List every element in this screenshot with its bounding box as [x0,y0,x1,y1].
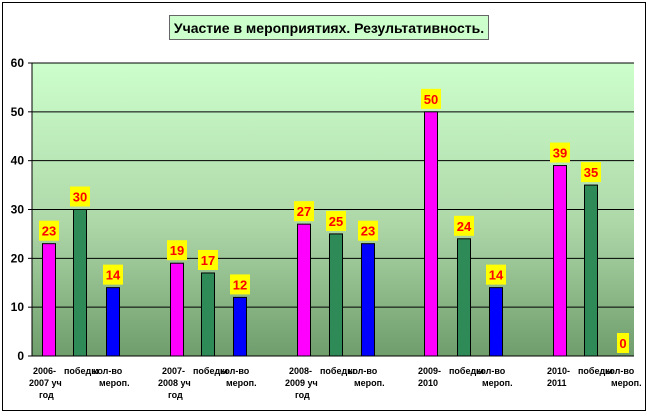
data-label: 25 [329,214,343,229]
x-tick-label-line: мероп. [99,378,130,388]
x-tick-label: победы [320,365,355,377]
bar [297,223,311,357]
bar [361,243,375,357]
data-label: 14 [106,268,121,283]
data-label-box [486,264,506,285]
x-tick-label-line: кол-во [93,366,123,376]
bar [42,243,56,357]
data-label: 23 [361,224,375,239]
bar [106,287,120,357]
y-axis: 0 10 20 30 40 50 60 [11,56,33,363]
x-tick-label-line: мероп. [354,378,385,388]
x-tick-label-line: 2006- [33,366,57,376]
data-label: 14 [489,268,504,283]
bars [42,111,598,357]
data-label: 23 [42,224,56,239]
data-label: 50 [424,92,438,107]
y-tick-label: 10 [11,300,25,314]
bar [233,296,247,357]
data-label: 19 [170,243,184,258]
data-label: 0 [619,336,626,351]
data-labels: 23 30 14 19 17 12 27 25 23 50 24 14 39 35 0 [39,88,629,353]
x-tick-label-line: мероп. [226,378,257,388]
x-tick-label: 2009- 2010 [418,365,441,389]
x-tick-label-line: 2008- [289,366,313,376]
data-label-box [103,264,123,285]
data-label: 30 [73,190,87,205]
chart-title: Участие в мероприятиях. Результативность… [169,15,489,40]
y-tick-label: 40 [11,154,25,168]
x-tick-label-line: 2007 уч [29,378,62,388]
data-label-box [326,210,346,231]
x-tick-label: кол-во мероп. [93,365,130,389]
x-tick-label-line: 2009 уч [285,378,318,388]
x-tick-label-line: 2008 уч [158,378,191,388]
x-tick-label-line: мероп. [611,378,642,388]
x-tick-label-line: кол-во [605,366,635,376]
data-label-box [581,162,601,183]
x-tick-label: кол-во мероп. [220,365,257,389]
data-label: 39 [553,146,567,161]
bar [584,184,598,357]
x-tick-label: 2008- 2009 уч год [285,365,318,401]
data-label-box [454,215,474,236]
x-tick-label-line: год [168,390,183,400]
bar [553,165,567,357]
data-label-box [294,201,314,222]
x-tick-label-line: победы [193,366,228,376]
bar [73,209,87,357]
x-tick-label-line: год [39,390,54,400]
bar [170,262,184,357]
bar [424,111,438,357]
bar [201,272,215,357]
data-label-box [167,240,187,261]
x-tick-label: кол-во мероп. [348,365,385,389]
y-tick-label: 20 [11,251,25,265]
x-tick-label-line: 2010 [418,378,439,388]
y-tick-label: 30 [11,203,25,217]
data-label-box [70,186,90,207]
x-tick-label-line: мероп. [482,378,513,388]
data-label-box [39,220,59,241]
x-tick-label: победы [193,365,228,377]
x-tick-label: 2006- 2007 уч год [29,365,62,401]
bar [329,233,343,357]
y-tick-label: 0 [17,349,24,363]
data-label-box [617,333,629,353]
x-tick-label-line: кол-во [348,366,378,376]
x-tick-label: победы [449,365,484,377]
data-label-box [198,249,218,270]
x-tick-label: 2010- 2011 [547,365,570,389]
data-label-box [358,220,378,241]
data-label: 27 [297,204,311,219]
x-tick-label-line: 2010- [547,366,571,376]
y-tick-label: 50 [11,105,25,119]
x-tick-label-line: 2007- [162,366,186,376]
data-label: 35 [584,165,598,180]
x-tick-label: победы [64,365,99,377]
data-label: 24 [457,219,472,234]
x-tick-label-line: победы [449,366,484,376]
data-label-box [421,88,441,109]
x-tick-label: кол-во мероп. [605,365,642,389]
x-tick-label: победы [578,365,613,377]
x-tick-label: 2007- 2008 уч год [158,365,191,401]
x-tick-label-line: 2009- [418,366,442,376]
data-label-box [550,142,570,163]
x-tick-label-line: год [295,390,310,400]
x-tick-label-line: кол-во [476,366,506,376]
x-tick-label-line: кол-во [220,366,250,376]
x-tick-label-line: победы [64,366,99,376]
bar [489,287,503,357]
x-tick-label-line: победы [578,366,613,376]
x-tick-label-line: победы [320,366,355,376]
data-label: 17 [201,253,215,268]
data-label-box [230,274,250,295]
data-label: 12 [233,277,247,292]
bar [457,238,471,357]
x-tick-label: кол-во мероп. [476,365,513,389]
x-tick-label-line: 2011 [547,378,567,388]
y-tick-label: 60 [11,56,25,70]
